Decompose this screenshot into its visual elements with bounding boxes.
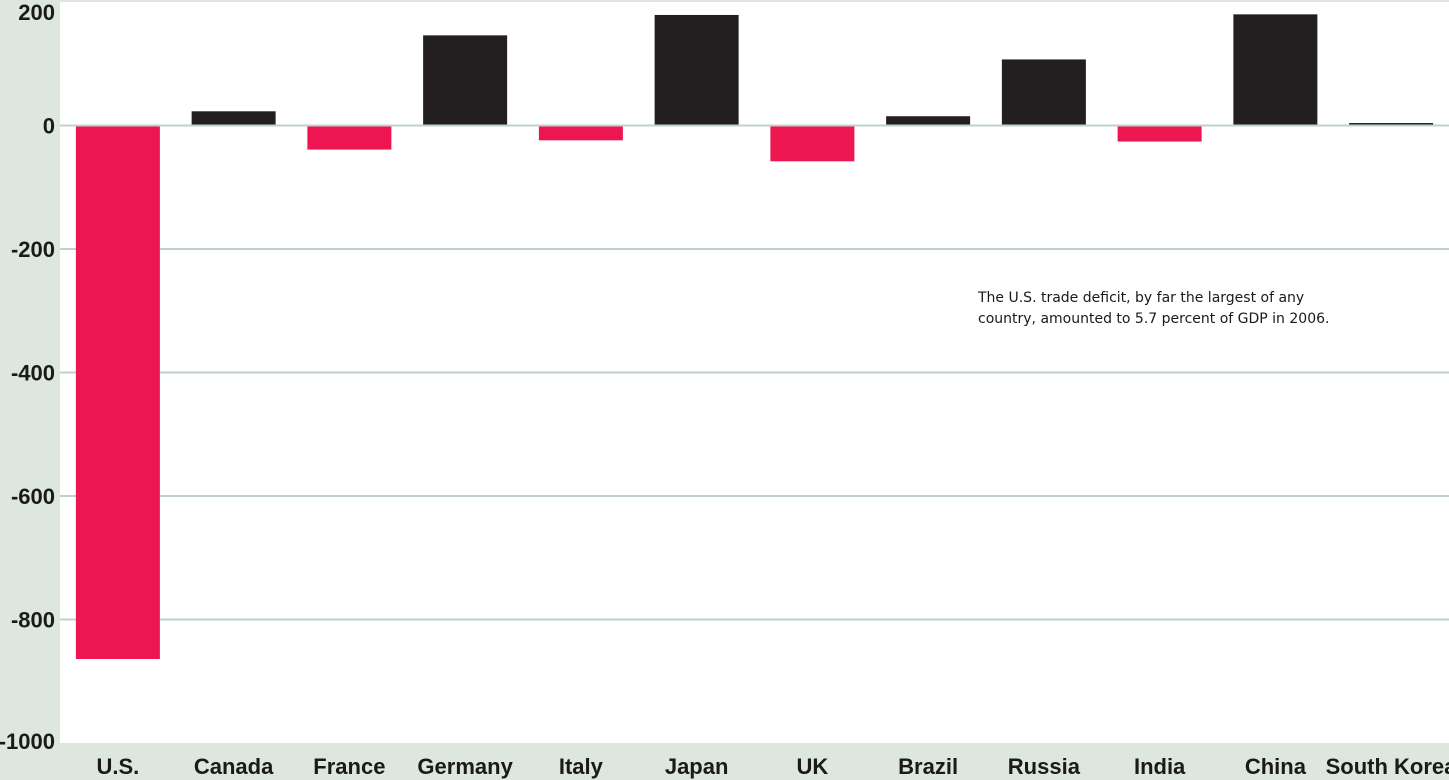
annotation-line-1: The U.S. trade deficit, by far the large… — [977, 290, 1304, 306]
x-category-label: Japan — [665, 754, 729, 779]
bar — [75, 125, 160, 660]
x-category-label: UK — [796, 754, 828, 779]
x-category-label: U.S. — [96, 754, 139, 779]
bar — [1233, 14, 1318, 126]
annotation-line-2: country, amounted to 5.7 percent of GDP … — [978, 311, 1329, 327]
x-category-label: South Korea — [1326, 754, 1449, 779]
y-axis-tick-labels: 200 0 -200 -400 -600 -800 -1000 — [0, 0, 55, 754]
y-tick-label: 200 — [18, 0, 55, 25]
x-category-label: Russia — [1008, 754, 1081, 779]
x-axis-category-labels: U.S. Canada France Germany Italy Japan UK Brazi… — [96, 754, 1449, 779]
bar — [538, 125, 623, 141]
y-tick-label: -600 — [11, 484, 55, 509]
bar — [770, 125, 855, 162]
bar — [307, 125, 392, 150]
bar — [886, 116, 971, 126]
bar — [1349, 123, 1434, 126]
bar — [1117, 125, 1202, 142]
x-category-label: India — [1134, 754, 1186, 779]
x-category-label: Germany — [417, 754, 513, 779]
bar — [423, 35, 508, 126]
y-tick-label: -1000 — [0, 729, 55, 754]
y-tick-label: -800 — [11, 608, 55, 633]
x-category-label: Brazil — [898, 754, 958, 779]
x-category-label: China — [1245, 754, 1307, 779]
gridlines — [60, 248, 1449, 621]
x-category-label: France — [313, 754, 385, 779]
x-category-label: Italy — [559, 754, 604, 779]
bar — [654, 14, 739, 126]
y-tick-label: 0 — [43, 114, 55, 139]
x-category-label: Canada — [194, 754, 274, 779]
bar — [1001, 59, 1086, 126]
y-tick-label: -400 — [11, 361, 55, 386]
y-tick-label: -200 — [11, 237, 55, 262]
bar — [191, 111, 276, 126]
bars — [75, 14, 1434, 660]
